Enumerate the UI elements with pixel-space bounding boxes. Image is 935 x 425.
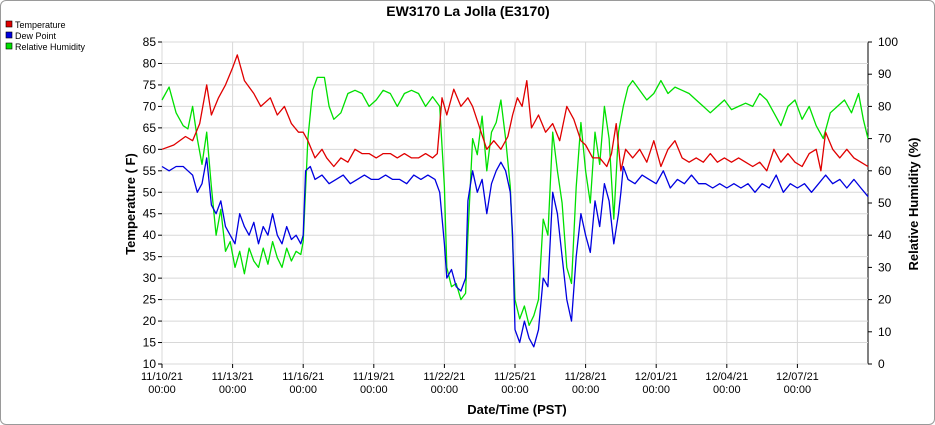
y-right-tick-label: 80 (878, 99, 892, 113)
y-left-tick-label: 85 (143, 35, 157, 49)
y-right-tick-label: 50 (878, 196, 892, 210)
y-left-tick-label: 15 (143, 336, 157, 350)
x-tick-time-label: 00:00 (501, 384, 529, 396)
y-right-tick-label: 10 (878, 325, 892, 339)
y-right-tick-label: 30 (878, 260, 892, 274)
y-left-tick-label: 40 (143, 228, 157, 242)
x-tick-date-label: 11/22/21 (423, 371, 465, 383)
x-tick-time-label: 00:00 (289, 384, 317, 396)
y-axis-left-ticks: 10 15 20 25 30 35 40 45 50 55 60 65 70 75 80 85 (143, 35, 162, 371)
series-line-temperature (161, 54, 869, 172)
y-right-tick-label: 0 (878, 357, 885, 371)
series-line-dew-point (161, 157, 869, 348)
y-axis-left-title: Temperature ( F) (123, 153, 138, 255)
legend-label: Dew Point (15, 31, 57, 41)
y-left-tick-label: 10 (143, 357, 157, 371)
legend-swatch (5, 42, 13, 50)
x-tick-time-label: 00:00 (784, 384, 812, 396)
series-layer (161, 54, 869, 348)
y-left-tick-label: 70 (143, 99, 157, 113)
x-tick-time-label: 00:00 (642, 384, 670, 396)
legend-swatch (5, 31, 13, 39)
y-left-tick-label: 20 (143, 314, 157, 328)
x-tick-date-label: 11/16/21 (282, 371, 324, 383)
x-tick-time-label: 00:00 (713, 384, 741, 396)
y-right-tick-label: 20 (878, 293, 892, 307)
y-right-tick-label: 90 (878, 67, 892, 81)
x-tick-date-label: 12/07/21 (776, 371, 819, 383)
legend-label: Temperature (15, 20, 66, 30)
x-tick-date-label: 11/25/21 (494, 371, 536, 383)
x-tick-time-label: 00:00 (572, 384, 600, 396)
y-right-tick-label: 70 (878, 132, 892, 146)
x-axis-title: Date/Time (PST) (467, 402, 566, 417)
x-tick-date-label: 11/13/21 (212, 371, 254, 383)
y-left-tick-label: 30 (143, 271, 157, 285)
series-line-relative-humidity (161, 76, 869, 327)
y-left-tick-label: 55 (143, 164, 157, 178)
y-left-tick-label: 80 (143, 56, 157, 70)
y-left-tick-label: 25 (143, 293, 157, 307)
legend-swatch (5, 20, 13, 28)
y-left-tick-label: 60 (143, 142, 157, 156)
y-axis-right-ticks: 0 10 20 30 40 50 60 70 80 90 100 (868, 35, 898, 371)
x-tick-time-label: 00:00 (148, 384, 176, 396)
y-right-tick-label: 60 (878, 164, 892, 178)
x-tick-date-label: 12/04/21 (705, 371, 748, 383)
y-right-tick-label: 100 (878, 35, 898, 49)
y-left-tick-label: 45 (143, 207, 157, 221)
x-tick-date-label: 11/19/21 (353, 371, 395, 383)
x-tick-time-label: 00:00 (219, 384, 247, 396)
y-axis-right-title: Relative Humidity (%) (906, 138, 921, 271)
y-left-tick-label: 35 (143, 250, 157, 264)
y-left-tick-label: 75 (143, 78, 157, 92)
y-left-tick-label: 65 (143, 121, 157, 135)
legend-label: Relative Humidity (15, 42, 86, 52)
x-tick-time-label: 00:00 (431, 384, 459, 396)
y-left-tick-label: 50 (143, 185, 157, 199)
x-tick-time-label: 00:00 (360, 384, 388, 396)
x-tick-date-label: 11/10/21 (141, 371, 183, 383)
chart-title: EW3170 La Jolla (E3170) (386, 3, 549, 19)
x-tick-date-label: 12/01/21 (635, 371, 678, 383)
y-right-tick-label: 40 (878, 228, 892, 242)
x-tick-date-label: 11/28/21 (565, 371, 607, 383)
x-axis-ticks: 11/10/2100:0011/13/2100:0011/16/2100:001… (141, 364, 819, 396)
